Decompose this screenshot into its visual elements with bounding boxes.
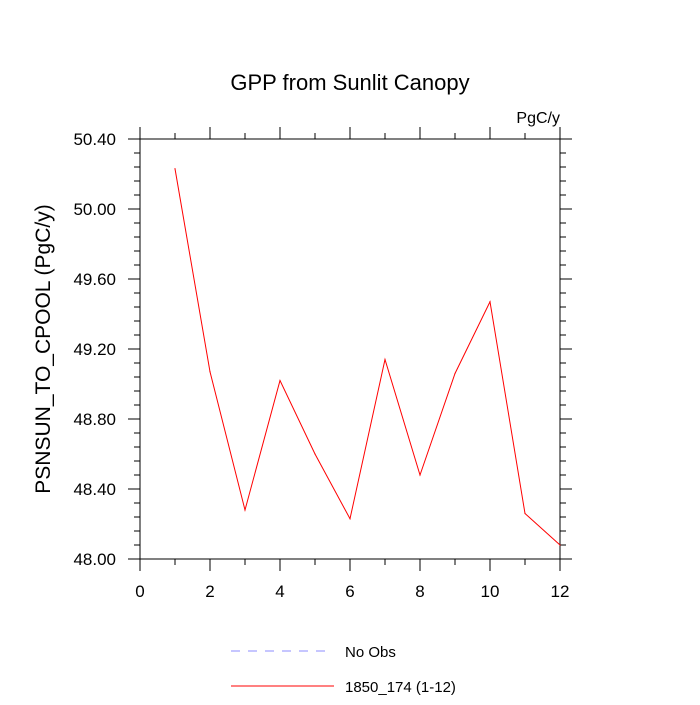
legend-label: No Obs (345, 644, 396, 661)
data-point (524, 512, 526, 515)
y-tick-labels: 48.00 48.40 48.80 49.20 49.60 50.00 50.40 (73, 130, 116, 569)
x-tick-label: 0 (135, 582, 144, 601)
x-tick-labels: 0 2 4 6 8 10 12 (135, 582, 569, 601)
y-tick-label: 49.20 (73, 340, 116, 359)
data-point (244, 509, 246, 511)
x-tick-label: 10 (481, 582, 500, 601)
x-tick-label: 6 (345, 582, 354, 601)
x-tick-label: 2 (205, 582, 214, 601)
plot-frame (139, 138, 561, 560)
series-layer (174, 168, 561, 546)
data-point (279, 379, 281, 382)
data-point (349, 518, 351, 520)
data-point (174, 168, 176, 170)
data-point (209, 371, 211, 373)
data-point (384, 358, 386, 361)
series-line (174, 168, 561, 546)
data-point (314, 453, 316, 455)
y-tick-label: 48.40 (73, 480, 116, 499)
data-point (559, 544, 561, 546)
data-point (489, 301, 491, 303)
x-tick-label: 12 (551, 582, 570, 601)
y-axis-label: PSNSUN_TO_CPOOL (PgC/y) (32, 204, 55, 493)
chart-title: GPP from Sunlit Canopy (230, 70, 469, 95)
major-ticks (128, 127, 572, 571)
y-tick-label: 49.60 (73, 270, 116, 289)
y-tick-label: 48.00 (73, 550, 116, 569)
y-tick-label: 50.00 (73, 200, 116, 219)
data-point (419, 474, 421, 476)
data-point (454, 372, 456, 375)
legend-label: 1850_174 (1-12) (345, 679, 456, 696)
legend: No Obs 1850_174 (1-12) (231, 644, 456, 696)
x-tick-label: 4 (275, 582, 284, 601)
x-tick-label: 8 (415, 582, 424, 601)
y-tick-label: 48.80 (73, 410, 116, 429)
units-label: PgC/y (516, 110, 560, 127)
minor-ticks (134, 133, 566, 565)
y-tick-label: 50.40 (73, 130, 116, 149)
